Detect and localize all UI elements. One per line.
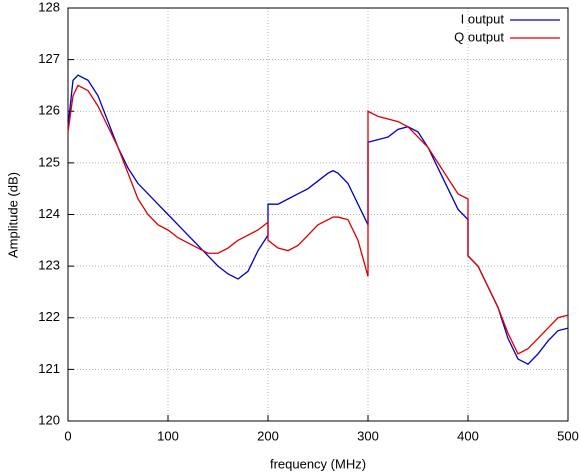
x-tick-label: 300 (357, 428, 379, 443)
y-tick-label: 122 (38, 309, 60, 324)
x-tick-label: 200 (257, 428, 279, 443)
x-axis-label: frequency (MHz) (270, 456, 366, 471)
legend-label: Q output (454, 29, 504, 44)
y-axis-label: Amplitude (dB) (5, 172, 20, 258)
y-tick-label: 124 (38, 206, 60, 221)
y-tick-label: 128 (38, 0, 60, 14)
y-tick-label: 126 (38, 103, 60, 118)
x-tick-label: 0 (64, 428, 71, 443)
x-tick-label: 400 (457, 428, 479, 443)
y-tick-label: 123 (38, 258, 60, 273)
plot-frame (67, 7, 569, 422)
x-tick-label: 500 (557, 428, 579, 443)
line-series (67, 84, 569, 355)
y-tick-label: 127 (38, 51, 60, 66)
y-tick-label: 121 (38, 361, 60, 376)
x-tick-label: 100 (157, 428, 179, 443)
y-tick-label: 125 (38, 154, 60, 169)
y-tick-label: 120 (38, 412, 60, 427)
line-series (67, 74, 569, 366)
legend-label: I output (461, 11, 505, 26)
